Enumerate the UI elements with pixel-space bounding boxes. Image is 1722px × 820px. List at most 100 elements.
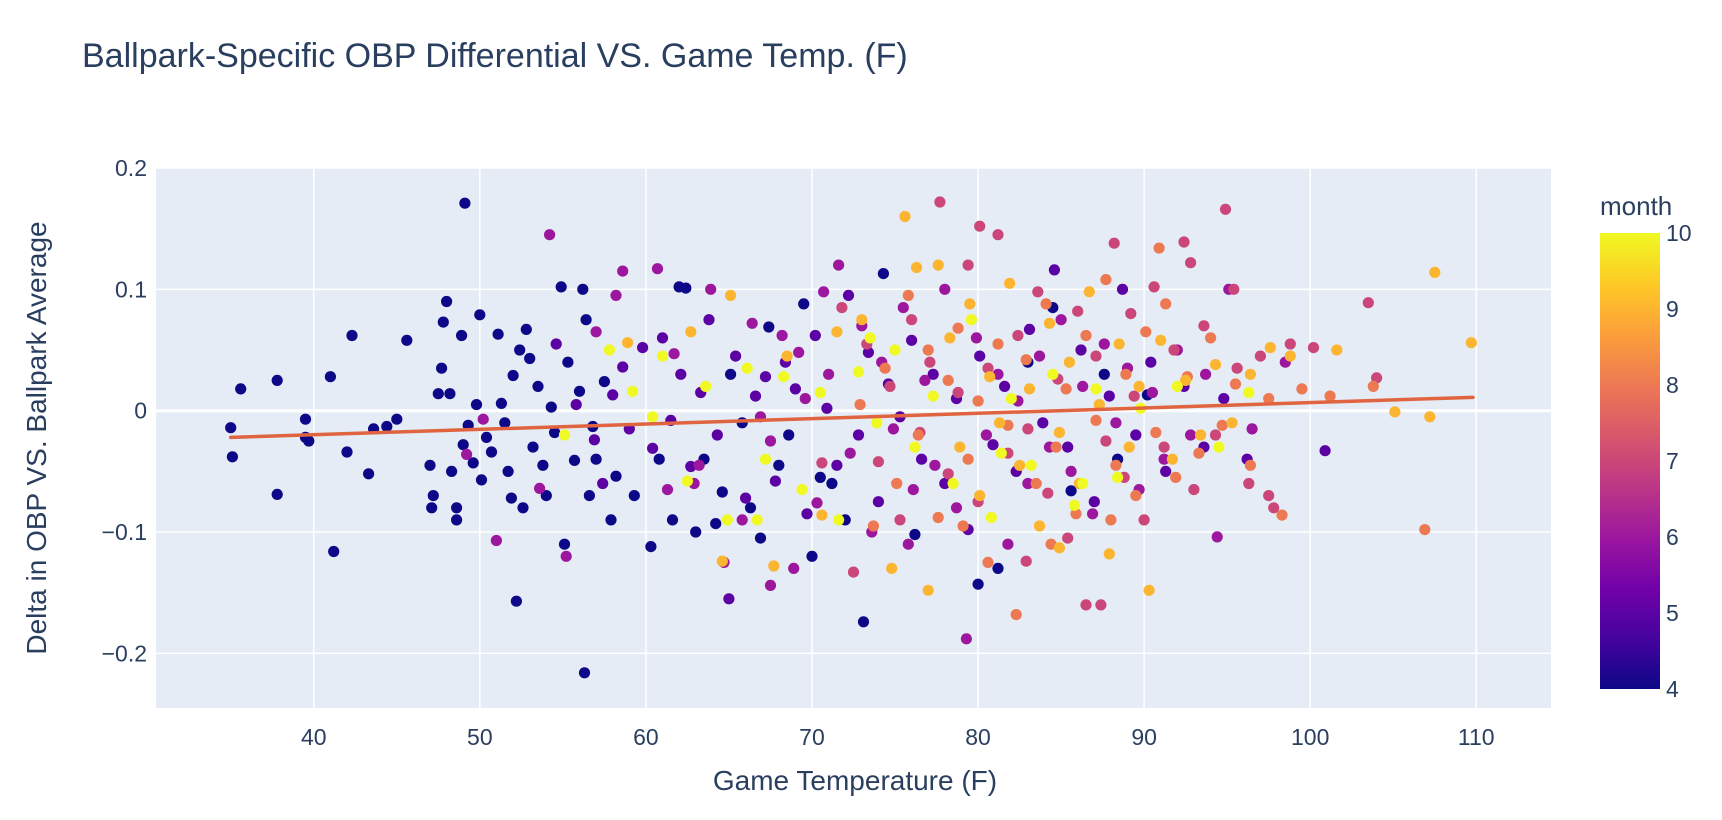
data-point xyxy=(1226,417,1238,429)
data-point xyxy=(871,417,883,429)
data-point xyxy=(1020,354,1032,366)
data-point xyxy=(1062,441,1074,453)
data-point xyxy=(1083,286,1095,298)
data-point xyxy=(1170,471,1182,483)
data-point xyxy=(744,502,757,514)
data-point xyxy=(1213,441,1225,453)
data-point xyxy=(716,486,728,498)
data-point xyxy=(992,229,1004,241)
data-point xyxy=(1465,337,1477,349)
data-point xyxy=(590,453,602,465)
data-point xyxy=(970,332,983,344)
data-point xyxy=(598,376,611,388)
x-axis-ticks: 40 50 60 70 80 90 100 110 xyxy=(301,724,1495,750)
x-tick-label: 40 xyxy=(301,724,327,750)
data-point xyxy=(1125,308,1137,320)
data-point xyxy=(1100,274,1112,286)
data-point xyxy=(793,346,805,358)
data-point xyxy=(759,453,772,465)
data-point xyxy=(934,196,946,208)
data-point xyxy=(1020,555,1032,567)
data-point xyxy=(680,282,692,294)
data-point xyxy=(661,484,674,496)
data-point xyxy=(1065,465,1077,477)
data-point xyxy=(799,393,811,405)
data-point xyxy=(467,457,479,469)
colorbar-tick-label: 5 xyxy=(1666,600,1679,626)
data-point xyxy=(836,302,848,314)
data-point xyxy=(1103,548,1115,560)
data-point xyxy=(1231,362,1243,374)
colorbar-tick-label: 9 xyxy=(1666,296,1679,322)
data-point xyxy=(505,492,517,504)
colorbar-tick-label: 8 xyxy=(1666,372,1679,398)
colorbar-tick-label: 7 xyxy=(1666,448,1679,474)
data-point xyxy=(656,332,669,344)
data-point xyxy=(627,385,639,397)
data-point xyxy=(647,411,659,423)
data-point xyxy=(537,459,549,471)
data-point xyxy=(1053,426,1065,439)
data-point xyxy=(1030,477,1042,490)
data-point xyxy=(1145,356,1157,368)
data-point xyxy=(1264,342,1276,354)
data-point xyxy=(952,322,964,334)
data-point xyxy=(932,259,944,271)
data-point xyxy=(492,328,504,340)
data-point xyxy=(768,560,780,572)
data-point xyxy=(1005,393,1017,405)
data-point xyxy=(346,329,358,342)
data-point xyxy=(1158,441,1170,453)
data-point xyxy=(597,477,609,490)
data-point xyxy=(942,374,954,386)
data-point xyxy=(764,579,777,592)
data-point xyxy=(446,465,458,477)
data-point xyxy=(1371,372,1383,384)
data-point xyxy=(693,459,705,471)
trendline-group xyxy=(228,395,1475,440)
data-point xyxy=(1070,508,1082,520)
data-point xyxy=(436,362,448,374)
data-point xyxy=(856,314,868,326)
data-point xyxy=(1033,350,1046,362)
data-point xyxy=(1218,393,1230,405)
data-point xyxy=(909,528,921,541)
data-point xyxy=(749,390,762,402)
data-point xyxy=(857,616,870,628)
data-point xyxy=(583,490,596,502)
data-point xyxy=(844,447,856,459)
data-point xyxy=(470,399,483,411)
data-point xyxy=(1324,390,1336,402)
data-point xyxy=(550,338,562,350)
data-point xyxy=(444,388,456,400)
data-point xyxy=(1268,502,1280,514)
data-point xyxy=(578,667,591,679)
data-point xyxy=(982,362,994,374)
data-point xyxy=(972,395,984,407)
data-point xyxy=(1138,514,1150,526)
data-point xyxy=(932,511,944,524)
data-point xyxy=(740,492,752,504)
data-point xyxy=(751,514,763,526)
data-point xyxy=(886,562,898,575)
data-point xyxy=(562,356,574,368)
data-point xyxy=(1148,281,1160,293)
data-point xyxy=(962,453,974,465)
data-point xyxy=(811,497,823,509)
data-point xyxy=(759,371,772,383)
data-point xyxy=(532,380,544,392)
data-point xyxy=(685,326,697,338)
data-point xyxy=(461,448,473,460)
data-point xyxy=(1025,459,1037,471)
colorbar-tick-label: 4 xyxy=(1666,676,1679,702)
data-point xyxy=(647,442,659,454)
data-point xyxy=(1228,283,1240,295)
data-point xyxy=(1243,386,1255,399)
data-point xyxy=(1022,423,1034,435)
data-point xyxy=(1087,508,1099,520)
data-point xyxy=(1195,429,1207,441)
data-point xyxy=(872,496,885,508)
data-point xyxy=(1042,487,1054,499)
data-point xyxy=(558,429,571,441)
